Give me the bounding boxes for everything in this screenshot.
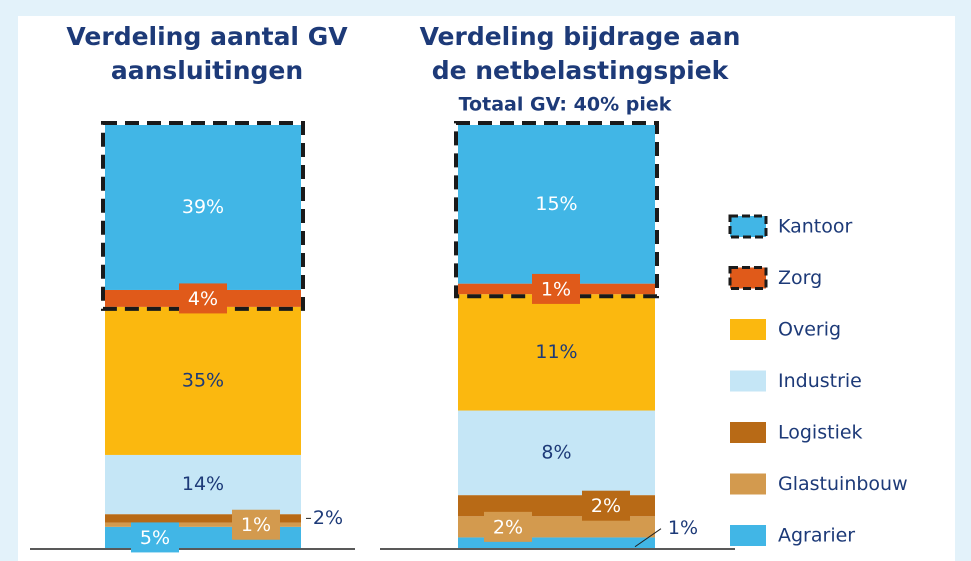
legend-swatch <box>730 319 766 340</box>
data-label: 4% <box>188 288 218 310</box>
label-box <box>532 273 580 304</box>
chart-subtitle: Totaal GV: 40% piek <box>459 94 672 116</box>
data-label: 35% <box>182 369 224 391</box>
bar-segment <box>458 125 655 284</box>
data-label: 2% <box>313 507 343 529</box>
chart-title: Verdeling aantal GV <box>66 22 348 51</box>
bar-segment <box>105 522 301 527</box>
legend-label: Industrie <box>778 370 862 392</box>
data-label: 1% <box>668 517 698 539</box>
legend-label: Zorg <box>778 267 822 289</box>
label-box <box>232 509 280 540</box>
legend-swatch <box>730 473 766 495</box>
chart-title: de netbelastingspiek <box>432 56 730 85</box>
data-label: 1% <box>541 278 571 300</box>
chart-title: Verdeling bijdrage aan <box>420 22 741 51</box>
legend-label: Agrarier <box>778 525 855 547</box>
bar-segment <box>105 125 301 290</box>
leader-line <box>634 528 662 548</box>
label-box <box>484 511 532 542</box>
bar-segment <box>458 410 655 496</box>
legend-label: Glastuinbouw <box>778 473 908 495</box>
bar-segment <box>105 454 301 515</box>
data-label: 2% <box>493 516 523 538</box>
legend-swatch <box>730 525 766 546</box>
legend-swatch <box>728 214 768 239</box>
label-box <box>179 283 227 314</box>
label-box <box>131 522 179 553</box>
data-label: 1% <box>241 514 271 536</box>
legend-swatch <box>728 266 768 290</box>
data-label: 5% <box>140 527 170 549</box>
bar-segment <box>105 514 301 523</box>
bar-segment <box>458 294 655 411</box>
data-label: 39% <box>182 196 224 218</box>
data-label: 14% <box>182 473 224 495</box>
legend-label: Logistiek <box>778 422 863 444</box>
legend-swatch <box>730 370 766 392</box>
legend-label: Overig <box>778 319 841 341</box>
data-label: 2% <box>591 495 621 517</box>
data-label: 15% <box>535 193 577 215</box>
legend-swatch <box>730 422 766 443</box>
label-box <box>582 490 630 521</box>
bar-segment <box>105 306 301 455</box>
legend-label: Kantoor <box>778 216 853 238</box>
chart-title: aansluitingen <box>111 56 303 85</box>
data-label: 11% <box>535 341 577 363</box>
bar-segment <box>458 537 655 548</box>
data-label: 8% <box>541 441 571 463</box>
